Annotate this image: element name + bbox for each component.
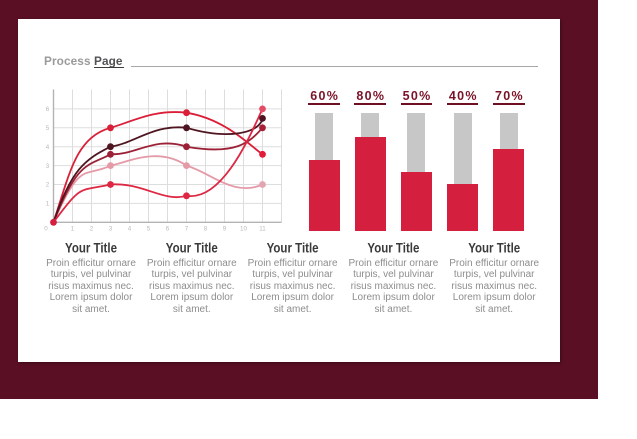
svg-text:2: 2 <box>46 182 50 189</box>
svg-text:11: 11 <box>259 226 266 233</box>
svg-text:3: 3 <box>46 163 50 170</box>
svg-text:6: 6 <box>166 226 170 233</box>
svg-text:1: 1 <box>71 226 75 233</box>
svg-text:7: 7 <box>185 226 189 233</box>
svg-text:10: 10 <box>240 226 247 233</box>
svg-text:0: 0 <box>44 226 48 233</box>
svg-text:4: 4 <box>128 226 132 233</box>
svg-text:5: 5 <box>46 125 50 132</box>
svg-text:5: 5 <box>147 226 151 233</box>
svg-text:8: 8 <box>204 226 208 233</box>
svg-text:1: 1 <box>46 201 50 208</box>
svg-text:3: 3 <box>109 226 113 233</box>
svg-text:9: 9 <box>223 226 227 233</box>
svg-text:6: 6 <box>46 106 50 113</box>
svg-text:4: 4 <box>46 144 50 151</box>
svg-text:2: 2 <box>90 226 94 233</box>
